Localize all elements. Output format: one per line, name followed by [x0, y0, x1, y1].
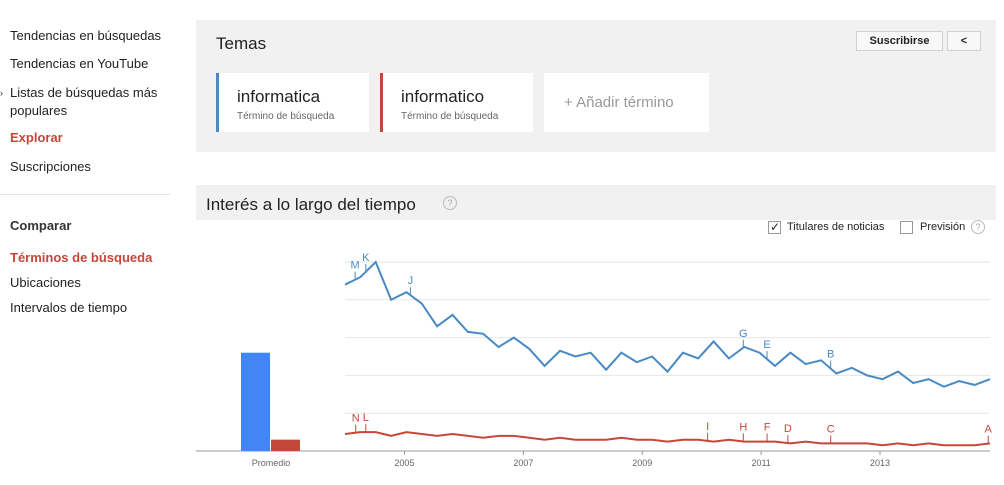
term-card[interactable]: informatica Término de búsqueda [216, 73, 369, 132]
x-tick-label: 2005 [394, 458, 414, 468]
checkbox[interactable] [900, 221, 913, 234]
average-bar [271, 439, 300, 451]
annotation-label: F [764, 422, 771, 434]
nav-link[interactable]: Tendencias en búsquedas [10, 28, 162, 43]
interest-header [196, 185, 996, 220]
average-label: Promedio [252, 458, 291, 468]
series-line [344, 431, 991, 447]
checkbox-label: Titulares de noticias [787, 221, 885, 233]
nav-link[interactable]: Tendencias en YouTube [10, 56, 149, 71]
annotation-label: B [827, 349, 834, 361]
checkbox-label: Previsión [920, 221, 966, 233]
nav-link[interactable]: Listas de búsquedas más populares [10, 85, 158, 118]
panel-title: Temas [216, 34, 267, 53]
annotation-label: A [985, 424, 993, 436]
section-title: Interés a lo largo del tiempo [206, 195, 416, 214]
help-icon[interactable]: ? [443, 196, 457, 210]
x-tick-label: 2009 [632, 458, 652, 468]
annotation-label: H [739, 421, 747, 433]
add-term[interactable]: + Añadir término [544, 73, 709, 132]
section-title: Comparar [10, 218, 72, 233]
term-kind: Término de búsqueda [401, 111, 499, 122]
arrow-icon: › [0, 88, 3, 98]
annotation-label: I [706, 421, 709, 433]
annotation-label: J [408, 275, 414, 287]
x-tick-label: 2007 [513, 458, 533, 468]
checkbox[interactable]: ✓ [768, 221, 781, 234]
nav-link[interactable]: Intervalos de tiempo [10, 300, 128, 315]
nav-link[interactable]: Explorar [10, 130, 63, 145]
annotation-label: E [763, 339, 770, 351]
share-button[interactable]: < [947, 31, 981, 51]
average-bar [241, 352, 270, 451]
annotation-label: N [352, 413, 360, 425]
term-card[interactable]: informatico Término de búsqueda [380, 73, 533, 132]
annotation-label: D [784, 423, 792, 435]
annotation-label: C [827, 423, 835, 435]
term-name: informatico [401, 87, 485, 106]
divider [0, 194, 170, 195]
term-kind: Término de búsqueda [237, 111, 335, 122]
x-tick-label: 2011 [751, 458, 770, 468]
nav-link[interactable]: Ubicaciones [10, 275, 81, 290]
x-tick-label: 2013 [870, 458, 890, 468]
help-icon[interactable]: ? [971, 220, 985, 234]
annotation-label: G [739, 328, 748, 340]
annotation-label: L [363, 412, 369, 424]
annotation-label: M [351, 260, 360, 272]
series-line [344, 260, 991, 388]
nav-link[interactable]: Términos de búsqueda [10, 250, 153, 265]
annotation-label: K [362, 252, 370, 264]
nav-link[interactable]: Suscripciones [10, 159, 91, 174]
chart: 2005 2007 2009 2011 2013 Promedio MK J G E B N L I H F D… [196, 252, 993, 468]
term-name: informatica [237, 87, 321, 106]
subscribe-button[interactable]: Suscribirse [856, 31, 943, 51]
checkmark: ✓ [770, 220, 781, 234]
